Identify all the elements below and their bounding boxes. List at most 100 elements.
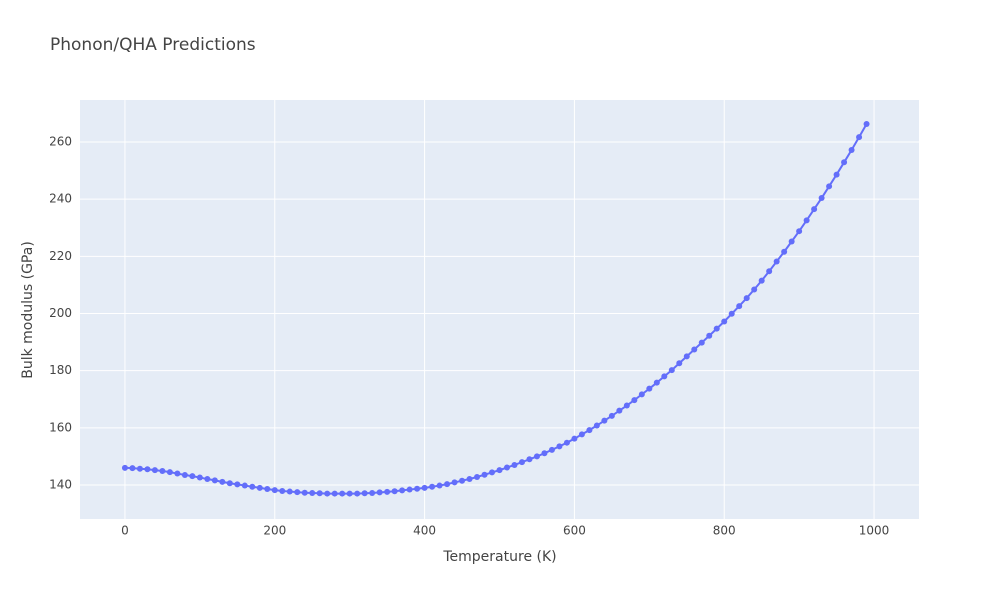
data-point xyxy=(758,277,765,284)
data-point xyxy=(826,183,833,190)
data-point xyxy=(294,489,301,496)
data-point xyxy=(249,483,256,490)
data-point xyxy=(586,427,593,434)
data-point xyxy=(766,268,773,275)
data-point xyxy=(593,422,600,429)
data-point xyxy=(736,303,743,310)
data-point xyxy=(481,471,488,478)
data-point xyxy=(676,360,683,367)
data-point xyxy=(151,467,158,474)
data-point xyxy=(226,480,233,487)
data-point xyxy=(391,488,398,495)
data-point xyxy=(526,456,533,463)
y-tick-label: 240 xyxy=(49,192,72,206)
y-tick-label: 180 xyxy=(49,363,72,377)
data-point xyxy=(646,385,653,392)
data-point xyxy=(503,464,510,471)
data-point xyxy=(863,121,870,128)
data-point xyxy=(841,159,848,166)
data-point xyxy=(713,325,720,332)
data-point xyxy=(511,461,518,468)
data-point xyxy=(811,206,818,213)
y-tick-label: 140 xyxy=(49,477,72,491)
y-tick-label: 200 xyxy=(49,306,72,320)
data-point xyxy=(241,482,248,489)
data-point xyxy=(661,373,668,380)
data-point xyxy=(406,486,413,493)
data-point xyxy=(376,489,383,496)
data-point xyxy=(174,470,181,477)
data-point xyxy=(399,487,406,494)
data-point xyxy=(788,238,795,245)
data-point xyxy=(264,485,271,492)
data-point xyxy=(346,490,353,497)
y-tick-label: 220 xyxy=(49,249,72,263)
data-point xyxy=(271,487,278,494)
data-point xyxy=(533,453,540,460)
data-point xyxy=(354,490,361,497)
data-point xyxy=(286,488,293,495)
y-axis-label: Bulk modulus (GPa) xyxy=(20,241,36,379)
data-point xyxy=(496,467,503,474)
data-point xyxy=(721,318,728,325)
data-point xyxy=(653,379,660,386)
data-point xyxy=(204,475,211,482)
data-point xyxy=(796,228,803,235)
data-point xyxy=(608,412,615,419)
data-point xyxy=(301,489,308,496)
data-point xyxy=(556,443,563,450)
data-point xyxy=(848,147,855,154)
x-axis-label: Temperature (K) xyxy=(442,549,556,565)
data-point xyxy=(414,485,421,492)
data-point xyxy=(616,407,623,414)
data-point xyxy=(638,391,645,398)
data-point xyxy=(563,439,570,446)
data-point xyxy=(541,450,548,457)
plot-area xyxy=(80,100,919,519)
data-point xyxy=(309,489,316,496)
data-point xyxy=(129,465,136,472)
data-point xyxy=(773,258,780,265)
x-tick-label: 1000 xyxy=(859,524,890,538)
data-point xyxy=(578,431,585,438)
data-point xyxy=(136,465,143,472)
data-point xyxy=(234,481,241,488)
data-point xyxy=(548,446,555,453)
data-point xyxy=(781,248,788,255)
data-point xyxy=(166,469,173,476)
x-tick-label: 600 xyxy=(563,524,586,538)
data-point xyxy=(466,475,473,482)
data-point xyxy=(421,484,428,491)
data-point xyxy=(668,367,675,374)
series-line xyxy=(124,123,868,495)
data-point xyxy=(571,435,578,442)
data-point xyxy=(331,490,338,497)
data-point xyxy=(159,467,166,474)
x-tick-label: 800 xyxy=(713,524,736,538)
data-point xyxy=(121,464,128,471)
data-point xyxy=(489,469,496,476)
y-tick-label: 160 xyxy=(49,420,72,434)
data-point xyxy=(196,474,203,481)
data-point xyxy=(698,339,705,346)
data-point xyxy=(601,417,608,424)
data-point xyxy=(474,473,481,480)
data-point xyxy=(256,484,263,491)
data-point xyxy=(743,295,750,302)
data-point xyxy=(451,479,458,486)
data-point xyxy=(751,286,758,293)
data-point xyxy=(211,477,218,484)
data-point xyxy=(324,490,331,497)
data-point xyxy=(459,477,466,484)
data-point xyxy=(444,481,451,488)
data-point xyxy=(279,487,286,494)
x-tick-label: 200 xyxy=(263,524,286,538)
data-point xyxy=(384,488,391,495)
chart-title: Phonon/QHA Predictions xyxy=(50,35,256,55)
data-point xyxy=(436,482,443,489)
data-point xyxy=(219,478,226,485)
data-point xyxy=(144,466,151,473)
data-point xyxy=(833,171,840,178)
data-point xyxy=(361,490,368,497)
